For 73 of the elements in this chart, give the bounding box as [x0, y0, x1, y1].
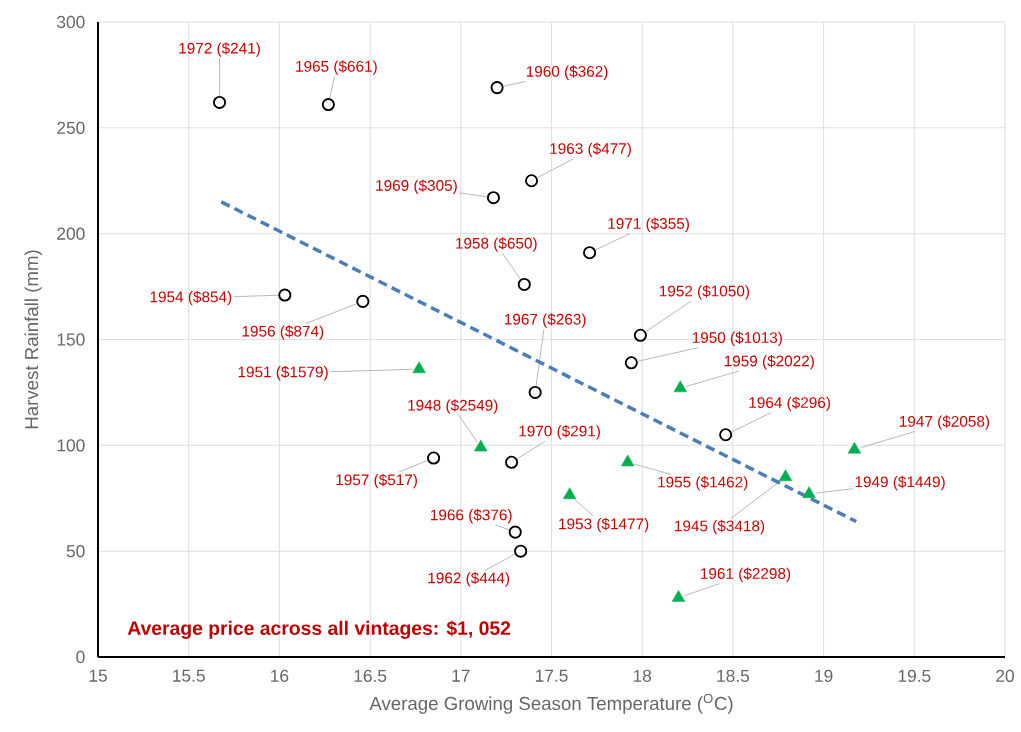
annotation: 1957 ($517)	[336, 473, 417, 489]
y-tick-label: 150	[57, 333, 85, 346]
annotation: 1963 ($477)	[550, 142, 631, 158]
annotation: 1948 ($2549)	[408, 399, 498, 414]
annotation: 1958 ($650)	[456, 237, 537, 252]
point	[427, 451, 441, 465]
point	[508, 525, 522, 539]
point	[213, 95, 227, 109]
point	[563, 487, 577, 500]
point	[356, 294, 370, 308]
annotation: 1965 ($661)	[296, 60, 377, 75]
annotation: 1972 ($241)	[179, 42, 260, 57]
x-tick-label: 16	[271, 669, 289, 682]
annotation: 1966 ($376)	[431, 508, 512, 524]
annotation: 1952 ($1050)	[659, 285, 750, 300]
point	[528, 385, 542, 399]
y-tick-label: 0	[76, 650, 85, 664]
x-tick-label: 19.5	[898, 669, 931, 682]
annotation: 1961 ($2298)	[701, 567, 791, 582]
point	[474, 439, 488, 452]
x-tick-label: 15	[89, 669, 107, 682]
point	[525, 174, 539, 188]
point	[719, 428, 733, 442]
annotation: 1962 ($444)	[428, 571, 510, 587]
annotation: 1959 ($2022)	[724, 354, 814, 370]
annotation: 1951 ($1579)	[238, 365, 328, 381]
point	[412, 361, 426, 374]
point	[671, 590, 686, 602]
annotation: 1947 ($2058)	[900, 415, 990, 430]
annotation: 1967 ($263)	[505, 313, 586, 328]
x-tick-label: 20	[996, 669, 1014, 682]
point	[278, 288, 292, 302]
point	[517, 277, 531, 291]
x-tick-label: 16.5	[354, 669, 387, 682]
annotation: 1970 ($291)	[519, 425, 600, 440]
point	[802, 486, 816, 498]
annotation: 1949 ($1449)	[855, 475, 945, 491]
y-tick-label: 300	[57, 15, 85, 29]
annotation: 1956 ($874)	[242, 325, 324, 340]
annotation: 1945 ($3418)	[675, 519, 765, 535]
x-tick-label: 19	[815, 669, 833, 682]
annotation: 1954 ($854)	[150, 290, 232, 306]
x-axis-title: Average Growing Season Temperature ($^{O}$C)	[369, 693, 733, 714]
y-tick-label: 50	[66, 545, 85, 558]
y-tick-label: 250	[57, 121, 85, 134]
point	[633, 328, 647, 342]
point	[621, 454, 635, 467]
x-tick-label: 17	[452, 669, 470, 682]
annotation: 1960 ($362)	[526, 65, 608, 80]
point	[505, 455, 519, 469]
annotation: 1964 ($296)	[749, 396, 831, 412]
annotation: 1955 ($1462)	[658, 476, 748, 491]
annotation: 1969 ($305)	[376, 179, 457, 194]
point	[624, 356, 638, 370]
x-tick-label: 18	[633, 669, 652, 682]
point	[583, 246, 597, 260]
point	[514, 544, 528, 558]
point	[321, 98, 335, 112]
point	[847, 441, 862, 454]
annotation: 1971 ($355)	[608, 217, 689, 232]
x-tick-label: 15.5	[173, 669, 205, 682]
annotation: 1950 ($1013)	[692, 331, 782, 347]
annotation: Average price across all vintages: $1, 052	[127, 620, 511, 639]
x-tick-label: 17.5	[535, 669, 568, 682]
point	[490, 81, 504, 95]
y-tick-label: 100	[57, 439, 85, 452]
y-tick-label: 200	[57, 227, 85, 240]
point	[486, 191, 500, 205]
x-tick-label: 18.5	[717, 669, 750, 682]
point	[778, 469, 793, 482]
point	[673, 380, 687, 393]
annotation: 1953 ($1477)	[559, 517, 649, 533]
y-axis-title: Harvest Rainfall (mm)	[24, 250, 42, 429]
